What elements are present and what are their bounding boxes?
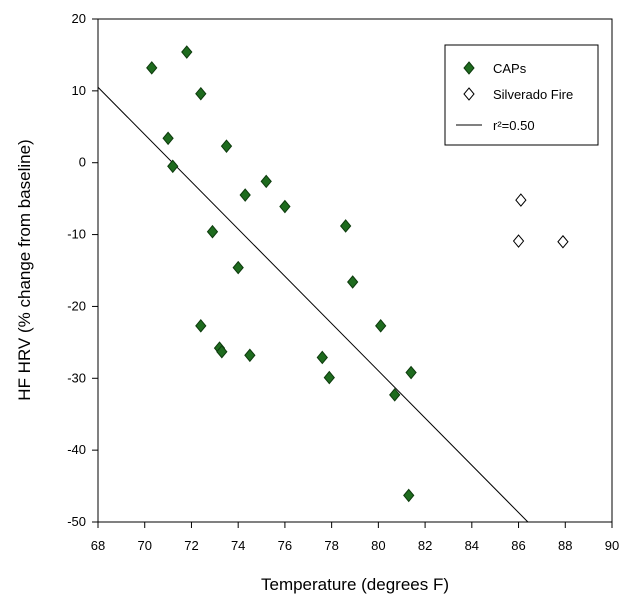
- legend-caps-label: CAPs: [493, 61, 527, 76]
- y-tick-label: -40: [67, 442, 86, 457]
- caps-data-point: [279, 199, 291, 214]
- caps-data-point: [195, 319, 207, 333]
- silverado-fire-data-point: [515, 193, 527, 207]
- silverado-fire-data-point: [512, 234, 525, 248]
- caps-data-point: [162, 131, 174, 146]
- caps-data-point: [181, 45, 193, 59]
- y-tick-label: -50: [67, 514, 86, 529]
- caps-data-point: [167, 159, 179, 174]
- y-tick-label: 20: [72, 11, 86, 26]
- x-tick-label: 72: [184, 538, 198, 553]
- x-tick-label: 70: [137, 538, 151, 553]
- legend-caps-marker: [463, 61, 475, 75]
- x-tick-label: 84: [465, 538, 479, 553]
- caps-data-point: [389, 388, 401, 402]
- x-tick-label: 76: [278, 538, 292, 553]
- legend-fire-label: Silverado Fire: [493, 87, 573, 102]
- caps-data-point: [232, 260, 244, 275]
- caps-data-point: [316, 350, 328, 365]
- silverado-fire-data-point: [557, 234, 569, 249]
- legend: CAPs Silverado Fire r²=0.50: [444, 44, 599, 146]
- caps-data-point: [216, 344, 228, 359]
- x-tick-label: 78: [324, 538, 338, 553]
- caps-data-point: [206, 224, 219, 239]
- plot-frame: [97, 18, 613, 523]
- x-tick-label: 82: [418, 538, 432, 553]
- y-tick-label: 10: [72, 83, 86, 98]
- y-tick-label: -20: [67, 298, 86, 313]
- caps-data-point: [323, 370, 335, 385]
- caps-data-point: [220, 139, 233, 153]
- y-tick-label: -10: [67, 227, 86, 242]
- x-axis-title: Temperature (degrees F): [261, 575, 449, 594]
- caps-data-point: [146, 61, 158, 75]
- x-tick-label: 90: [605, 538, 619, 553]
- caps-legend-diamond: [463, 61, 475, 75]
- caps-data-point: [405, 365, 417, 380]
- caps-data-point: [347, 275, 359, 289]
- legend-fire-marker: [463, 87, 475, 101]
- caps-data-point: [195, 86, 207, 101]
- y-tick-label: 0: [79, 155, 86, 170]
- caps-data-point: [260, 174, 272, 189]
- x-tick-label: 88: [558, 538, 572, 553]
- caps-data-point: [244, 348, 256, 363]
- caps-data-point: [340, 219, 352, 233]
- x-tick-label: 74: [231, 538, 245, 553]
- caps-data-point: [375, 319, 387, 333]
- regression-line: [97, 86, 529, 523]
- x-tick-label: 80: [371, 538, 385, 553]
- legend-fit-label: r²=0.50: [493, 118, 535, 133]
- y-axis-title: HF HRV (% change from baseline): [15, 139, 34, 400]
- x-tick-label: 68: [91, 538, 105, 553]
- x-tick-label: 86: [511, 538, 525, 553]
- caps-data-point: [403, 488, 415, 503]
- caps-data-point: [239, 188, 251, 202]
- y-tick-label: -30: [67, 370, 86, 385]
- fire-legend-diamond: [463, 87, 475, 101]
